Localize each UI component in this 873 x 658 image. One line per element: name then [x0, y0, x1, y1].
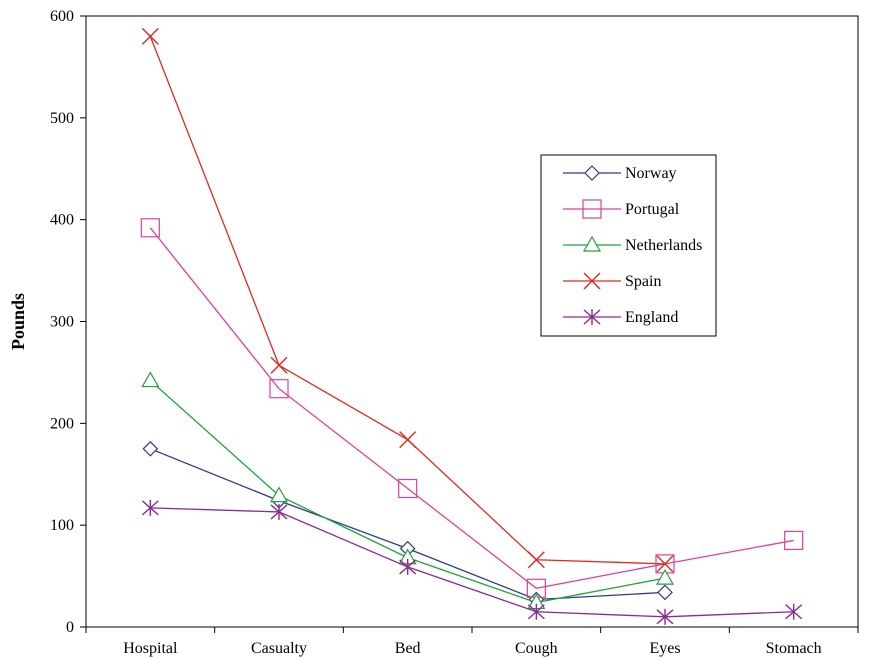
data-point — [270, 356, 288, 374]
y-tick-label: 300 — [50, 314, 74, 331]
legend-item: Netherlands — [563, 235, 702, 254]
series-line — [149, 227, 794, 589]
legend: Norway Portugal Netherlands Spain England — [540, 154, 717, 337]
legend-marker — [583, 309, 601, 325]
x-tick-label: Casualty — [251, 640, 307, 657]
x-tick-label: Hospital — [123, 640, 178, 657]
plot-frame — [85, 15, 859, 628]
data-point — [140, 218, 160, 238]
data-point — [656, 608, 674, 625]
series-spain — [141, 27, 674, 573]
data-point — [399, 558, 417, 575]
data-point — [784, 530, 804, 551]
legend-label: Portugal — [625, 201, 680, 218]
data-point — [785, 603, 803, 620]
legend-item: Spain — [563, 272, 661, 290]
y-axis-title: Pounds — [8, 293, 28, 350]
data-point — [269, 379, 289, 399]
data-point — [142, 440, 159, 457]
legend-label: Spain — [625, 273, 661, 290]
legend-item: England — [563, 309, 678, 326]
legend-item: Portugal — [563, 199, 680, 219]
legend-marker — [583, 272, 601, 290]
legend-label: Norway — [625, 165, 677, 182]
legend-marker — [582, 199, 602, 219]
data-point — [269, 486, 289, 503]
series-england — [141, 499, 803, 625]
data-point — [141, 371, 160, 388]
series-line — [150, 448, 666, 601]
chart-axes: 0 100 200 300 400 500 600 Hospital Casualty Bed Co… — [50, 8, 859, 657]
legend-marker — [582, 235, 602, 252]
y-tick-label: 200 — [50, 415, 74, 432]
series-netherlands — [141, 371, 675, 610]
data-point — [656, 555, 674, 573]
data-point — [141, 499, 159, 516]
series-norway — [142, 440, 673, 608]
data-point — [270, 503, 288, 520]
legend-marker — [584, 165, 600, 181]
x-tick-label: Stomach — [766, 640, 822, 657]
data-point — [655, 568, 675, 585]
y-tick-label: 100 — [50, 517, 74, 534]
series-line — [150, 507, 794, 618]
x-tick-label: Bed — [395, 640, 421, 657]
legend-label: Netherlands — [625, 237, 702, 254]
data-point — [527, 551, 545, 569]
legend-label: England — [625, 309, 678, 326]
series-layer — [140, 27, 804, 625]
data-point — [141, 27, 159, 45]
y-tick-label: 400 — [50, 212, 74, 229]
y-tick-label: 600 — [50, 8, 74, 25]
y-tick-label: 0 — [66, 619, 74, 636]
data-point — [399, 431, 417, 449]
x-tick-label: Cough — [515, 640, 558, 657]
x-tick-label: Eyes — [649, 640, 680, 657]
series-portugal — [140, 218, 804, 598]
data-point — [527, 603, 545, 620]
data-point — [398, 478, 418, 499]
data-point — [657, 584, 673, 601]
legend-item: Norway — [563, 165, 677, 182]
y-tick-label: 500 — [50, 110, 74, 127]
